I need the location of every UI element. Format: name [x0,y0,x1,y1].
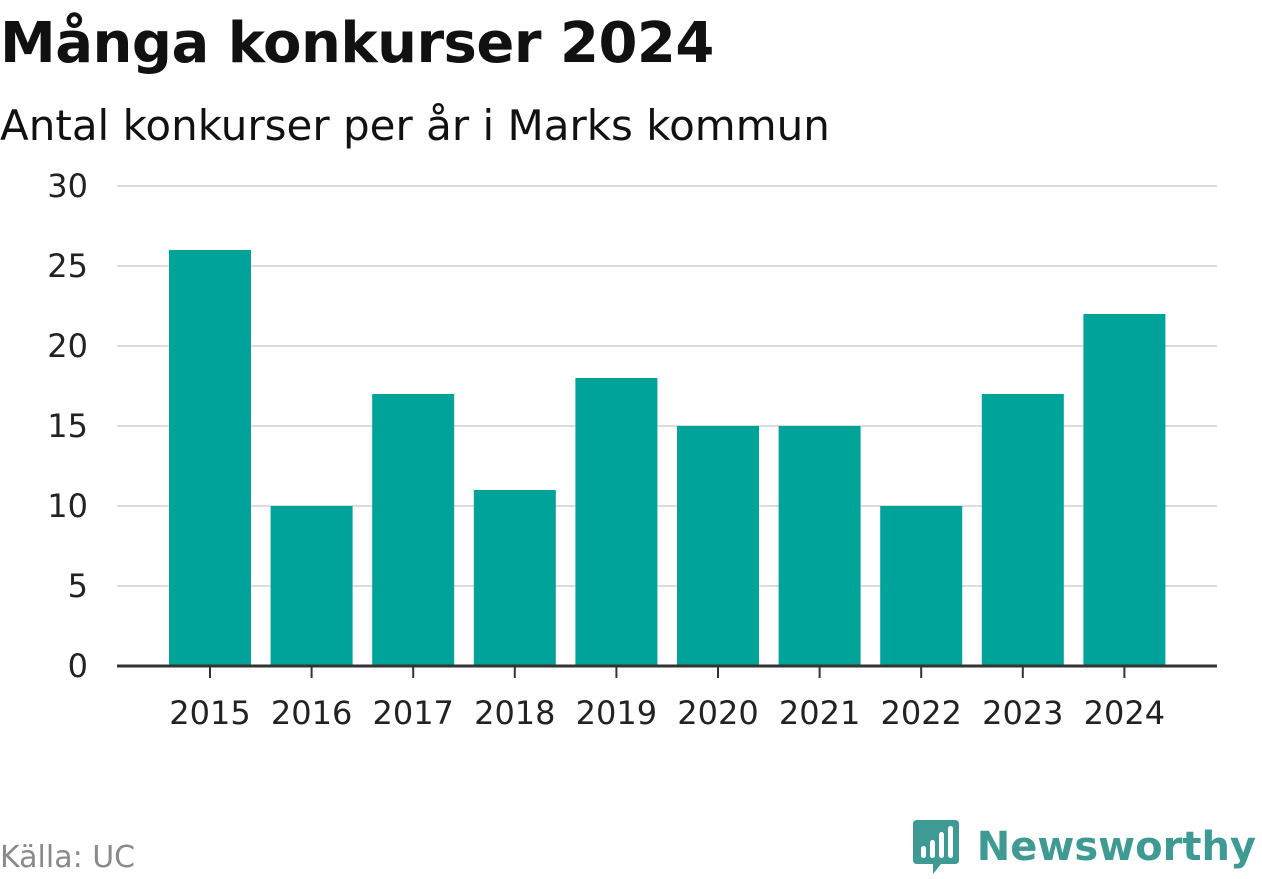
x-tick-label: 2016 [271,694,352,732]
chart-subtitle: Antal konkurser per år i Marks kommun [0,101,830,150]
x-tick-label: 2021 [779,694,860,732]
bar-2024 [1083,314,1166,666]
x-tick-label: 2018 [474,694,555,732]
bar-2023 [981,394,1064,666]
x-tick-label: 2017 [372,694,453,732]
y-tick-labels: 0 5 10 15 20 25 30 [47,167,88,685]
y-tick-label: 15 [47,407,88,445]
x-tick-label: 2019 [576,694,657,732]
bar-2017 [372,394,455,666]
bar-2021 [778,426,861,666]
x-tick-label: 2023 [982,694,1063,732]
bar-2016 [270,506,353,666]
x-tick-label: 2015 [169,694,250,732]
bar-2019 [575,378,658,666]
x-tick-label: 2022 [880,694,961,732]
bar-2020 [677,426,759,666]
chart-title: Många konkurser 2024 [0,11,714,76]
brand-name: Newsworthy [976,824,1256,870]
bar-2018 [473,490,556,666]
bar-2015 [169,250,251,666]
x-tick-label: 2020 [677,694,758,732]
bar-2022 [880,506,963,666]
bar-chart-logo-icon [912,820,959,874]
source-note: Källa: UC [0,840,136,875]
y-tick-label: 0 [68,647,88,685]
y-tick-label: 25 [47,247,88,285]
x-tick-label: 2024 [1084,694,1165,732]
brand-logo: Newsworthy [911,816,1256,878]
y-tick-label: 10 [47,487,88,525]
bars [169,250,1166,666]
y-tick-label: 20 [47,327,88,365]
y-tick-label: 5 [68,567,88,605]
x-tick-labels: 2015 2016 2017 2018 2019 2020 2021 2022 2023 2024 [169,694,1165,732]
y-tick-label: 30 [47,167,88,205]
x-axis [117,664,1217,678]
